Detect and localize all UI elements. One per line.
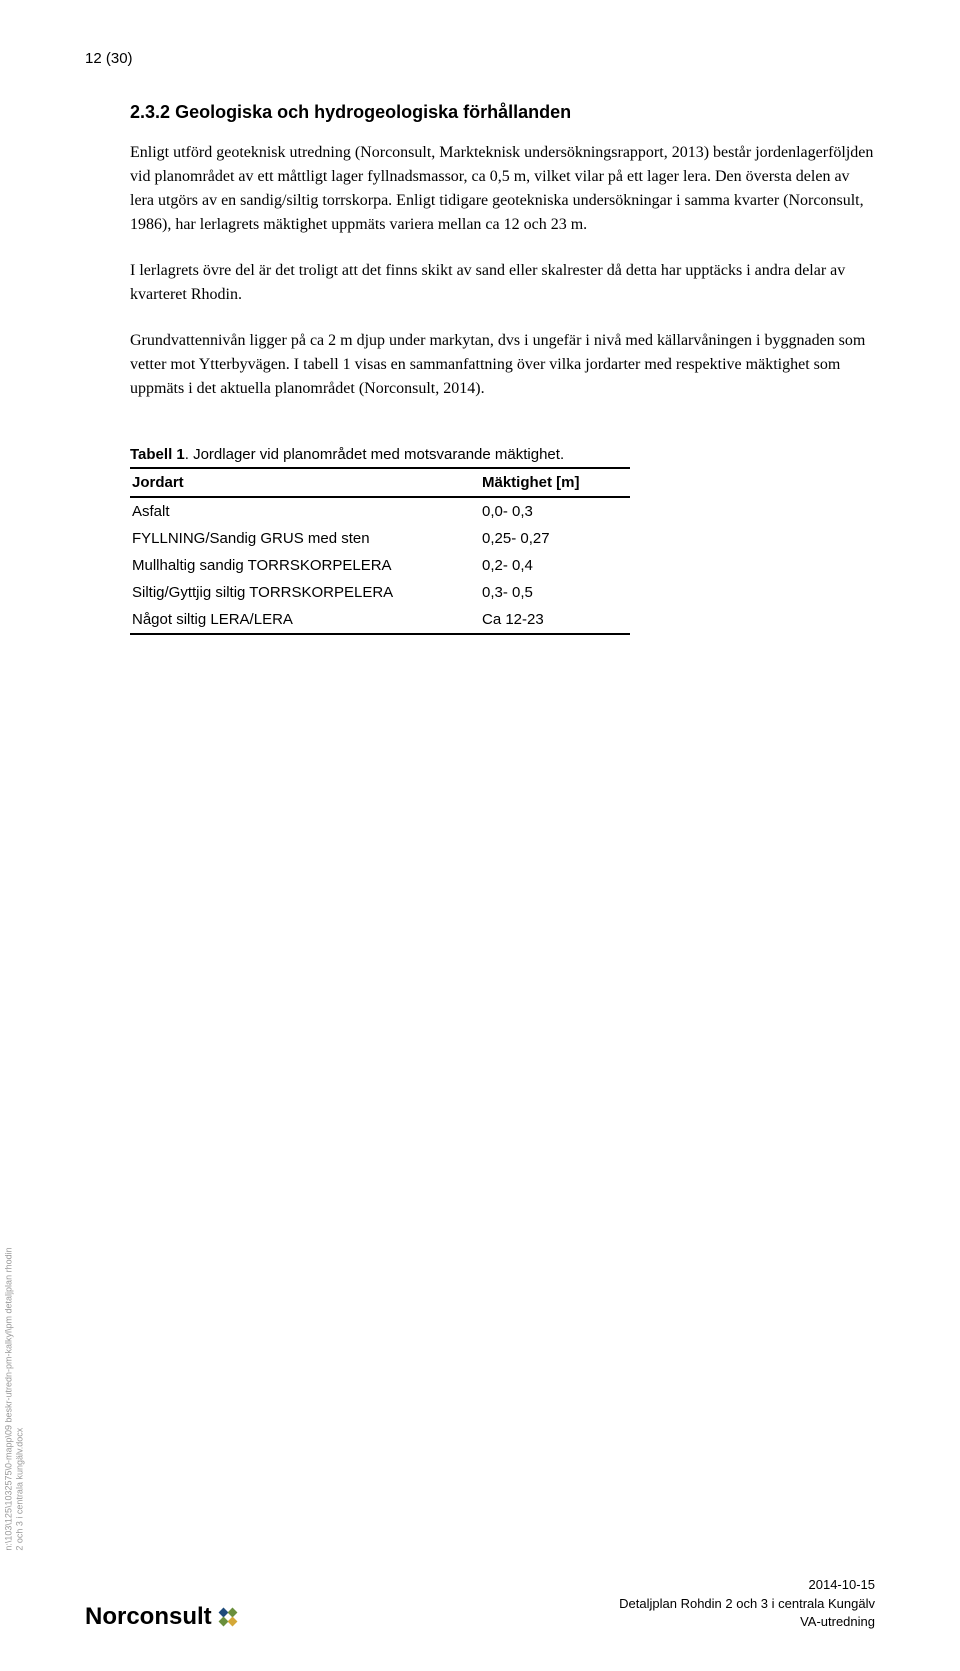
table-caption-text: . Jordlager vid planområdet med motsvara… xyxy=(185,446,564,463)
logo-dot xyxy=(227,1617,237,1627)
table-cell-maktighet: 0,0- 0,3 xyxy=(480,497,630,525)
table-cell-maktighet: 0,3- 0,5 xyxy=(480,579,630,606)
page-number: 12 (30) xyxy=(85,50,875,67)
table-row: Mullhaltig sandig TORRSKORPELERA 0,2- 0,… xyxy=(130,552,630,579)
section-number: 2.3.2 xyxy=(130,102,170,122)
table-row: FYLLNING/Sandig GRUS med sten 0,25- 0,27 xyxy=(130,525,630,552)
table-cell-jordart: FYLLNING/Sandig GRUS med sten xyxy=(130,525,480,552)
table-header-maktighet: Mäktighet [m] xyxy=(480,468,630,497)
table-row: Något siltig LERA/LERA Ca 12-23 xyxy=(130,606,630,634)
table-cell-maktighet: 0,2- 0,4 xyxy=(480,552,630,579)
table-row: Siltig/Gyttjig siltig TORRSKORPELERA 0,3… xyxy=(130,579,630,606)
footer-date: 2014-10-15 xyxy=(619,1576,875,1594)
table-header-jordart: Jordart xyxy=(130,468,480,497)
table-row: Asfalt 0,0- 0,3 xyxy=(130,497,630,525)
file-path-label: n:\103\125\1032575\0-mapp\09 beskr-utred… xyxy=(3,1248,25,1551)
section-title: Geologiska och hydrogeologiska förhållan… xyxy=(175,102,571,122)
norconsult-logo: Norconsult xyxy=(85,1603,236,1631)
table-cell-maktighet: 0,25- 0,27 xyxy=(480,525,630,552)
section-heading: 2.3.2 Geologiska och hydrogeologiska för… xyxy=(130,102,875,123)
logo-dots-icon xyxy=(220,1609,236,1625)
footer-doc-type: VA-utredning xyxy=(619,1613,875,1631)
table-cell-jordart: Asfalt xyxy=(130,497,480,525)
footer: Norconsult 2014-10-15 Detaljplan Rohdin … xyxy=(85,1576,875,1631)
table-cell-jordart: Mullhaltig sandig TORRSKORPELERA xyxy=(130,552,480,579)
file-path-line1: n:\103\125\1032575\0-mapp\09 beskr-utred… xyxy=(3,1248,13,1551)
table-cell-maktighet: Ca 12-23 xyxy=(480,606,630,634)
paragraph-3: Grundvattennivån ligger på ca 2 m djup u… xyxy=(130,329,875,401)
table-caption-bold: Tabell 1 xyxy=(130,446,185,463)
table-caption: Tabell 1. Jordlager vid planområdet med … xyxy=(130,446,875,463)
table-cell-jordart: Något siltig LERA/LERA xyxy=(130,606,480,634)
paragraph-2: I lerlagrets övre del är det troligt att… xyxy=(130,259,875,307)
jordart-table: Jordart Mäktighet [m] Asfalt 0,0- 0,3 FY… xyxy=(130,467,630,635)
table-header-row: Jordart Mäktighet [m] xyxy=(130,468,630,497)
footer-meta: 2014-10-15 Detaljplan Rohdin 2 och 3 i c… xyxy=(619,1576,875,1631)
logo-text: Norconsult xyxy=(85,1603,212,1631)
table-cell-jordart: Siltig/Gyttjig siltig TORRSKORPELERA xyxy=(130,579,480,606)
paragraph-1: Enligt utförd geoteknisk utredning (Norc… xyxy=(130,141,875,237)
footer-project: Detaljplan Rohdin 2 och 3 i centrala Kun… xyxy=(619,1595,875,1613)
file-path-line2: 2 och 3 i centrala kungälv.docx xyxy=(14,1428,24,1551)
